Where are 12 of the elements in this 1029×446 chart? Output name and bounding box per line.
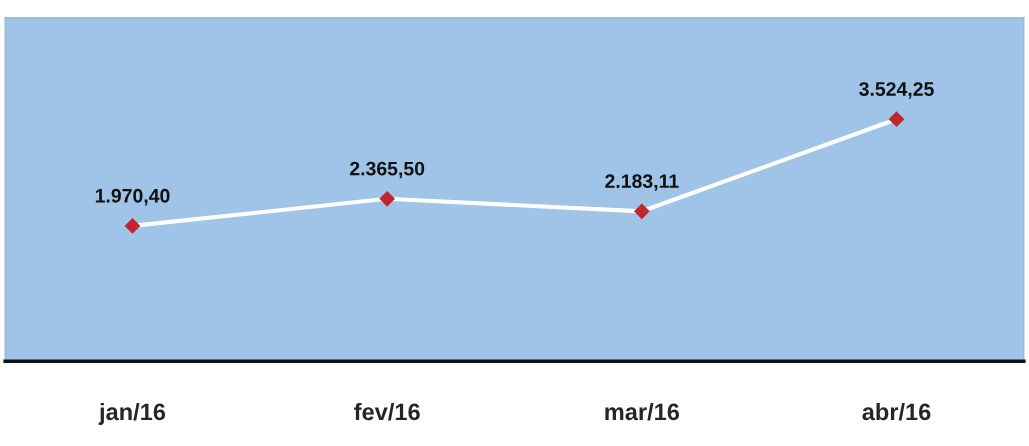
point [888,111,905,127]
data-label: 2.183,11 [605,174,679,191]
point [379,191,395,207]
data-label: 1.970,40 [95,188,170,206]
data-label: 3.524,25 [859,82,934,99]
data-label: 2.365,50 [350,161,425,179]
x-tick-label: fev/16 [354,402,420,421]
point [634,203,650,219]
x-tick-label: jan/16 [98,402,166,425]
x-tick-label: mar/16 [605,402,680,421]
x-tick-label: abr/16 [862,402,931,421]
point [124,218,141,234]
